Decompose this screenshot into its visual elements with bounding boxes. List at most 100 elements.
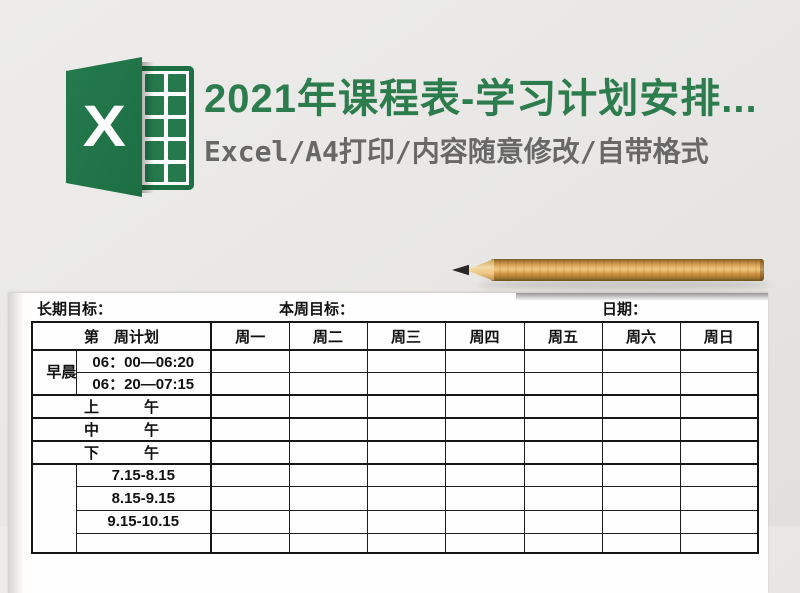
date-label: 日期： [602, 301, 648, 318]
schedule-cell [210, 372, 290, 396]
schedule-cell [601, 509, 681, 534]
schedule-cell [288, 372, 368, 396]
schedule-cell [210, 532, 290, 554]
day-header-thu: 周四 [444, 321, 525, 351]
pencil-shadow [478, 280, 770, 290]
schedule-cell [444, 463, 525, 487]
schedule-cell [366, 440, 446, 465]
schedule-cell [444, 394, 525, 419]
schedule-cell [601, 417, 681, 442]
schedule-cell [601, 463, 681, 487]
schedule-cell [679, 463, 759, 487]
section-label-afternoon: 下 午 [31, 440, 213, 465]
day-header-tue: 周二 [288, 321, 368, 351]
schedule-cell [679, 417, 759, 442]
schedule-cell [523, 440, 603, 465]
table-row: 8.15-9.15 [32, 485, 759, 511]
schedule-cell [523, 463, 603, 487]
pencil-wood-cone [466, 259, 494, 281]
schedule-cell [444, 509, 525, 534]
table-row: 中 午 [31, 417, 759, 442]
schedule-cell [288, 463, 368, 487]
day-header-sun: 周日 [679, 321, 759, 351]
schedule-cell [601, 532, 681, 554]
schedule-cell [679, 372, 759, 396]
schedule-cell [366, 372, 446, 396]
schedule-cell [444, 440, 525, 465]
schedule-cell [366, 417, 446, 442]
schedule-cell [523, 485, 603, 511]
excel-logo-fold-shadow [141, 62, 154, 193]
pencil-cast-shadow [516, 293, 768, 301]
table-row: 上 午 [31, 394, 759, 419]
schedule-cell [210, 417, 290, 442]
pencil-graphite-tip-icon [452, 264, 469, 276]
schedule-cell [679, 509, 759, 534]
table-row: 早晨 06：00—06:20 [31, 349, 759, 396]
schedule-cell [601, 485, 681, 511]
table-header-row: 第 周计划 周一 周二 周三 周四 周五 周六 周日 [31, 321, 759, 351]
long-term-goal-label: 长期目标： [37, 301, 113, 318]
schedule-cell [679, 349, 759, 373]
schedule-cell [288, 532, 368, 554]
schedule-cell [444, 532, 525, 554]
schedule-cell [444, 349, 525, 373]
morning-label-cell: 早晨 [31, 349, 77, 396]
day-header-fri: 周五 [523, 321, 603, 351]
schedule-cell [288, 440, 368, 465]
evening-label-cell [31, 463, 77, 554]
schedule-cell [366, 485, 446, 511]
schedule-cell [523, 417, 603, 442]
schedule-cell [523, 509, 603, 534]
time-slot-label: 06：00—06:20 [75, 349, 213, 373]
schedule-cell [679, 485, 759, 511]
day-header-sat: 周六 [601, 321, 681, 351]
schedule-cell [210, 394, 290, 419]
day-header-mon: 周一 [210, 321, 290, 351]
weekly-goal-label: 本周目标： [279, 301, 355, 318]
schedule-cell [679, 440, 759, 465]
schedule-cell [366, 463, 446, 487]
week-plan-header: 第 周计划 [31, 321, 213, 351]
schedule-cell [523, 394, 603, 419]
table-row: 9.15-10.15 [32, 509, 759, 534]
pencil-body [491, 259, 764, 281]
schedule-cell [210, 485, 290, 511]
page-title: 2021年课程表-学习计划安排... [204, 77, 758, 121]
hero-banner: X 2021年课程表-学习计划安排... Excel/A4打印/内容随意修改/自… [0, 0, 800, 240]
schedule-cell [210, 349, 290, 373]
excel-logo-icon: X [66, 57, 142, 197]
excel-logo-letter: X [82, 94, 126, 159]
schedule-cell [210, 509, 290, 534]
table-row: 7.15-8.15 [31, 463, 759, 554]
worksheet-paper: 长期目标： 本周目标： 日期： 第 周计划 周一 周二 周三 周四 周五 周六 … [8, 293, 768, 593]
page-subtitle: Excel/A4打印/内容随意修改/自带格式 [204, 135, 709, 168]
schedule-cell [523, 349, 603, 373]
schedule-cell [288, 394, 368, 419]
table-row: 06：20—07:15 [32, 372, 759, 396]
schedule-cell [210, 463, 290, 487]
schedule-cell [288, 485, 368, 511]
schedule-cell [366, 509, 446, 534]
schedule-cell [444, 417, 525, 442]
table-row: 下 午 [31, 440, 759, 465]
schedule-cell [601, 372, 681, 396]
time-slot-label: 9.15-10.15 [75, 509, 213, 534]
schedule-cell [288, 417, 368, 442]
schedule-table: 第 周计划 周一 周二 周三 周四 周五 周六 周日 早晨 06：00—06:2… [31, 321, 760, 554]
schedule-cell [679, 394, 759, 419]
schedule-cell [366, 394, 446, 419]
schedule-cell [523, 372, 603, 396]
schedule-cell [366, 532, 446, 554]
schedule-cell [288, 349, 368, 373]
section-label-forenoon: 上 午 [31, 394, 213, 419]
schedule-cell [210, 440, 290, 465]
time-slot-label [75, 532, 213, 554]
schedule-cell [444, 485, 525, 511]
day-header-wed: 周三 [366, 321, 446, 351]
schedule-cell [444, 372, 525, 396]
section-label-noon: 中 午 [31, 417, 213, 442]
schedule-cell [523, 532, 603, 554]
time-slot-label: 06：20—07:15 [75, 372, 213, 396]
